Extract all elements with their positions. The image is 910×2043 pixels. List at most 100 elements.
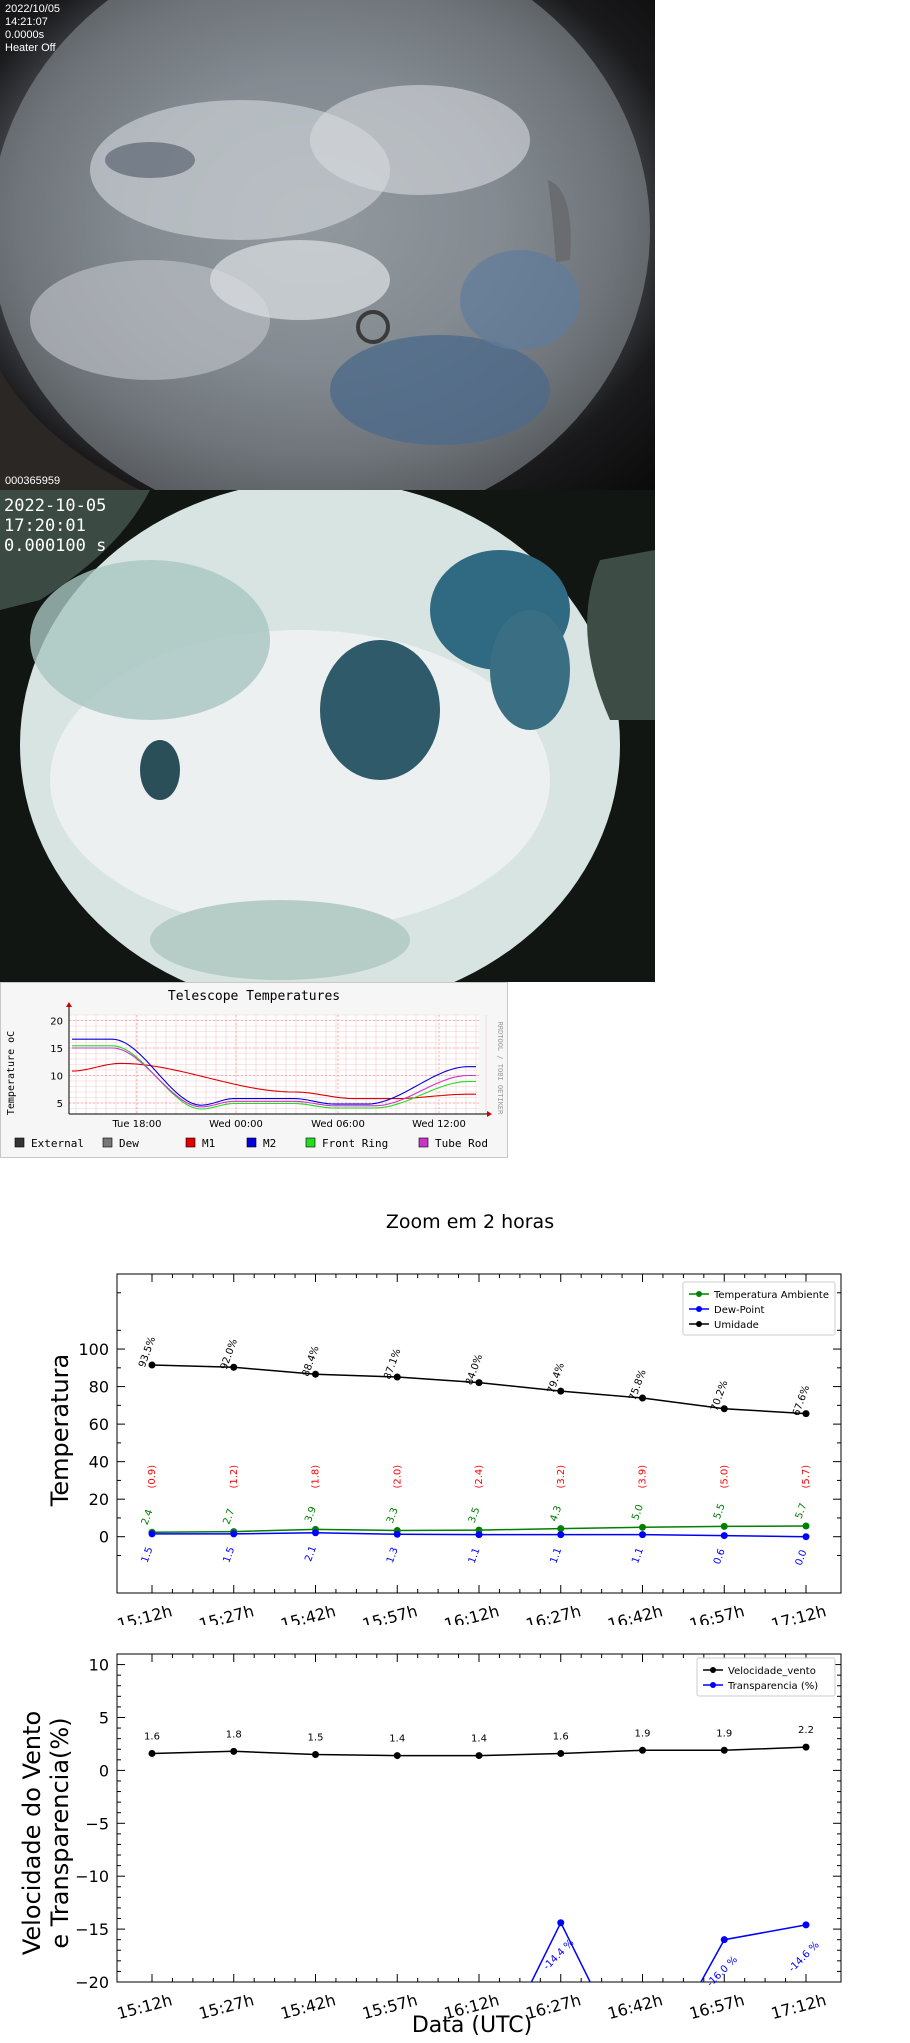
zoom-xtick-label: 16:12h	[442, 1601, 501, 1625]
zoom-xtick-label: 17:12h	[769, 1601, 828, 1625]
wind-legend-label: Velocidade_vento	[728, 1666, 816, 1677]
tt-ytick-label: 5	[57, 1099, 63, 1110]
tt-ytick-label: 20	[50, 1017, 63, 1028]
telescope-temperatures-panel: Telescope Temperatures Temperature oC RR…	[0, 982, 508, 1158]
wind-marker	[557, 1749, 565, 1757]
zoom-xtick-label: 15:57h	[360, 1601, 419, 1625]
tt-series-line-m1	[71, 1062, 476, 1100]
zoom-marker	[557, 1525, 565, 1533]
wind-ylabel-line1: Velocidade do Vento	[18, 1711, 46, 1955]
wind-xtick-label: 15:57h	[360, 1990, 419, 2023]
zoom-ytick-label: 0	[99, 1528, 109, 1547]
wind-legend-marker	[710, 1667, 716, 1673]
zoom-red-label: (1.8)	[311, 1465, 322, 1489]
zoom-legend-marker	[696, 1291, 702, 1297]
zoom-data-label: 1.5	[140, 1546, 156, 1565]
wind-data-label: 1.9	[716, 1728, 732, 1739]
zoom-red-label: (5.7)	[801, 1465, 812, 1489]
zoom-legend-label: Umidade	[714, 1320, 759, 1331]
tt-ylabel: Temperature oC	[6, 1031, 17, 1115]
tt-legend-swatch	[185, 1137, 196, 1148]
zoom-marker	[720, 1405, 728, 1413]
zoom-legend-label: Temperatura Ambiente	[713, 1290, 829, 1301]
wind-marker	[639, 1746, 646, 1754]
tt-legend-swatch	[418, 1137, 429, 1148]
zoom-legend-box	[682, 1281, 836, 1336]
zoom-xtick-label: 15:12h	[115, 1601, 174, 1625]
zoom-ytick-label: 40	[89, 1453, 109, 1472]
tt-legend-label: External	[31, 1137, 84, 1150]
tt-title: Telescope Temperatures	[168, 989, 340, 1004]
zoom-marker	[639, 1523, 646, 1531]
zoom-ytick-label: 20	[89, 1490, 109, 1509]
wind-series-line-1	[530, 1921, 807, 1982]
tt-legend-label: M1	[202, 1137, 215, 1150]
tt-series-line-front-ring	[72, 1045, 476, 1110]
wind-marker	[802, 1921, 810, 1929]
zoom-marker	[148, 1361, 156, 1369]
zoom-data-label: 3.3	[385, 1506, 401, 1525]
camera-top-info: 2022/10/05 14:21:07 0.0000s Heater Off	[5, 3, 60, 55]
tt-series-line-tube-rod	[72, 1047, 476, 1108]
zoom-ytick-label: 60	[89, 1415, 109, 1434]
wind-legend-box	[696, 1657, 836, 1697]
zoom-red-label: (1.2)	[229, 1465, 240, 1489]
zoom-marker	[312, 1529, 319, 1537]
wind-data-label: 1.4	[389, 1734, 405, 1745]
zoom-data-label: 0.0	[794, 1548, 810, 1567]
zoom-marker	[802, 1533, 810, 1541]
camera-top-id: 000365959	[5, 475, 61, 487]
tt-legend-swatch	[305, 1137, 316, 1148]
wind-plot-area: 10 5 0 −5 −10 −15 −20 15:12h 15:27h 15:42h 15:57h 1…	[75, 1653, 842, 2023]
zoom-data-label: 3.9	[303, 1505, 319, 1524]
wind-marker	[230, 1747, 238, 1755]
tt-legend-swatch	[246, 1137, 257, 1148]
zoom-marker	[312, 1370, 319, 1378]
zoom-marker	[639, 1531, 646, 1539]
wind-xtick-label: 16:42h	[605, 1990, 664, 2023]
zoom-data-label: 2.1	[303, 1545, 319, 1564]
tt-legend-label: M2	[263, 1137, 276, 1150]
wind-marker	[557, 1919, 565, 1927]
tt-ytick-label: 10	[50, 1072, 63, 1083]
camera-top-heater: Heater Off	[5, 42, 56, 54]
wind-xtick-label: 15:42h	[278, 1990, 337, 2023]
sky-image-bottom	[0, 490, 655, 982]
zoom-data-label: 1.5	[222, 1546, 238, 1565]
zoom-data-label: 0.6	[712, 1547, 728, 1566]
camera-top-exposure: 0.0000s	[5, 29, 45, 41]
zoom-marker	[802, 1410, 810, 1418]
zoom-title: Zoom em 2 horas	[386, 1211, 554, 1233]
zoom-data-label: 1.1	[467, 1546, 483, 1565]
zoom-data-label: 3.5	[467, 1506, 483, 1525]
camera-bottom-date: 2022-10-05	[4, 496, 107, 516]
zoom-data-label: 5.5	[712, 1502, 728, 1521]
zoom-marker	[475, 1531, 483, 1539]
camera-top-date: 2022/10/05	[5, 3, 61, 15]
tt-xtick-label: Tue 18:00	[111, 1119, 161, 1130]
camera-bottom-info: 2022-10-05 17:20:01 0.000100 s	[4, 496, 106, 556]
tt-plot-area: 5 10 15 20 Tue 18:00 Wed 00:00 Wed 06:00 Wed 12…	[50, 1002, 492, 1130]
wind-xtick-label: 16:57h	[687, 1990, 746, 2023]
zoom-xtick-label: 16:42h	[605, 1601, 664, 1625]
zoom-ytick-label: 80	[89, 1378, 109, 1397]
wind-marker	[720, 1936, 728, 1944]
wind-frame	[116, 1653, 842, 1983]
telescope-temperatures-chart: Telescope Temperatures Temperature oC RR…	[6, 989, 504, 1150]
allsky-camera-top: 2022/10/05 14:21:07 0.0000s Heater Off 0…	[0, 0, 655, 490]
tt-x-arrow	[487, 1111, 492, 1117]
zoom-legend-label: Dew-Point	[714, 1305, 765, 1316]
zoom-temperature-chart: Zoom em 2 horas Temperatura 0 20 40 60 80 100…	[46, 1211, 842, 1625]
wind-marker	[148, 1749, 156, 1757]
zoom-ylabel: Temperatura	[46, 1354, 74, 1508]
tt-legend-swatch	[102, 1137, 113, 1148]
zoom-marker	[148, 1530, 156, 1538]
zoom-data-label: 1.1	[549, 1546, 565, 1565]
tt-xtick-label: Wed 00:00	[209, 1119, 263, 1130]
wind-ytick-label: −20	[75, 1973, 109, 1992]
tt-legend-label: Tube Rod	[435, 1137, 488, 1150]
zoom-data-label: 2.7	[222, 1507, 238, 1526]
wind-data-label: -14.6 %	[787, 1940, 822, 1975]
wind-xtick-label: 16:27h	[524, 1990, 583, 2023]
tt-side-label: RRDTOOL / TOBI OETIKER	[496, 1022, 504, 1116]
